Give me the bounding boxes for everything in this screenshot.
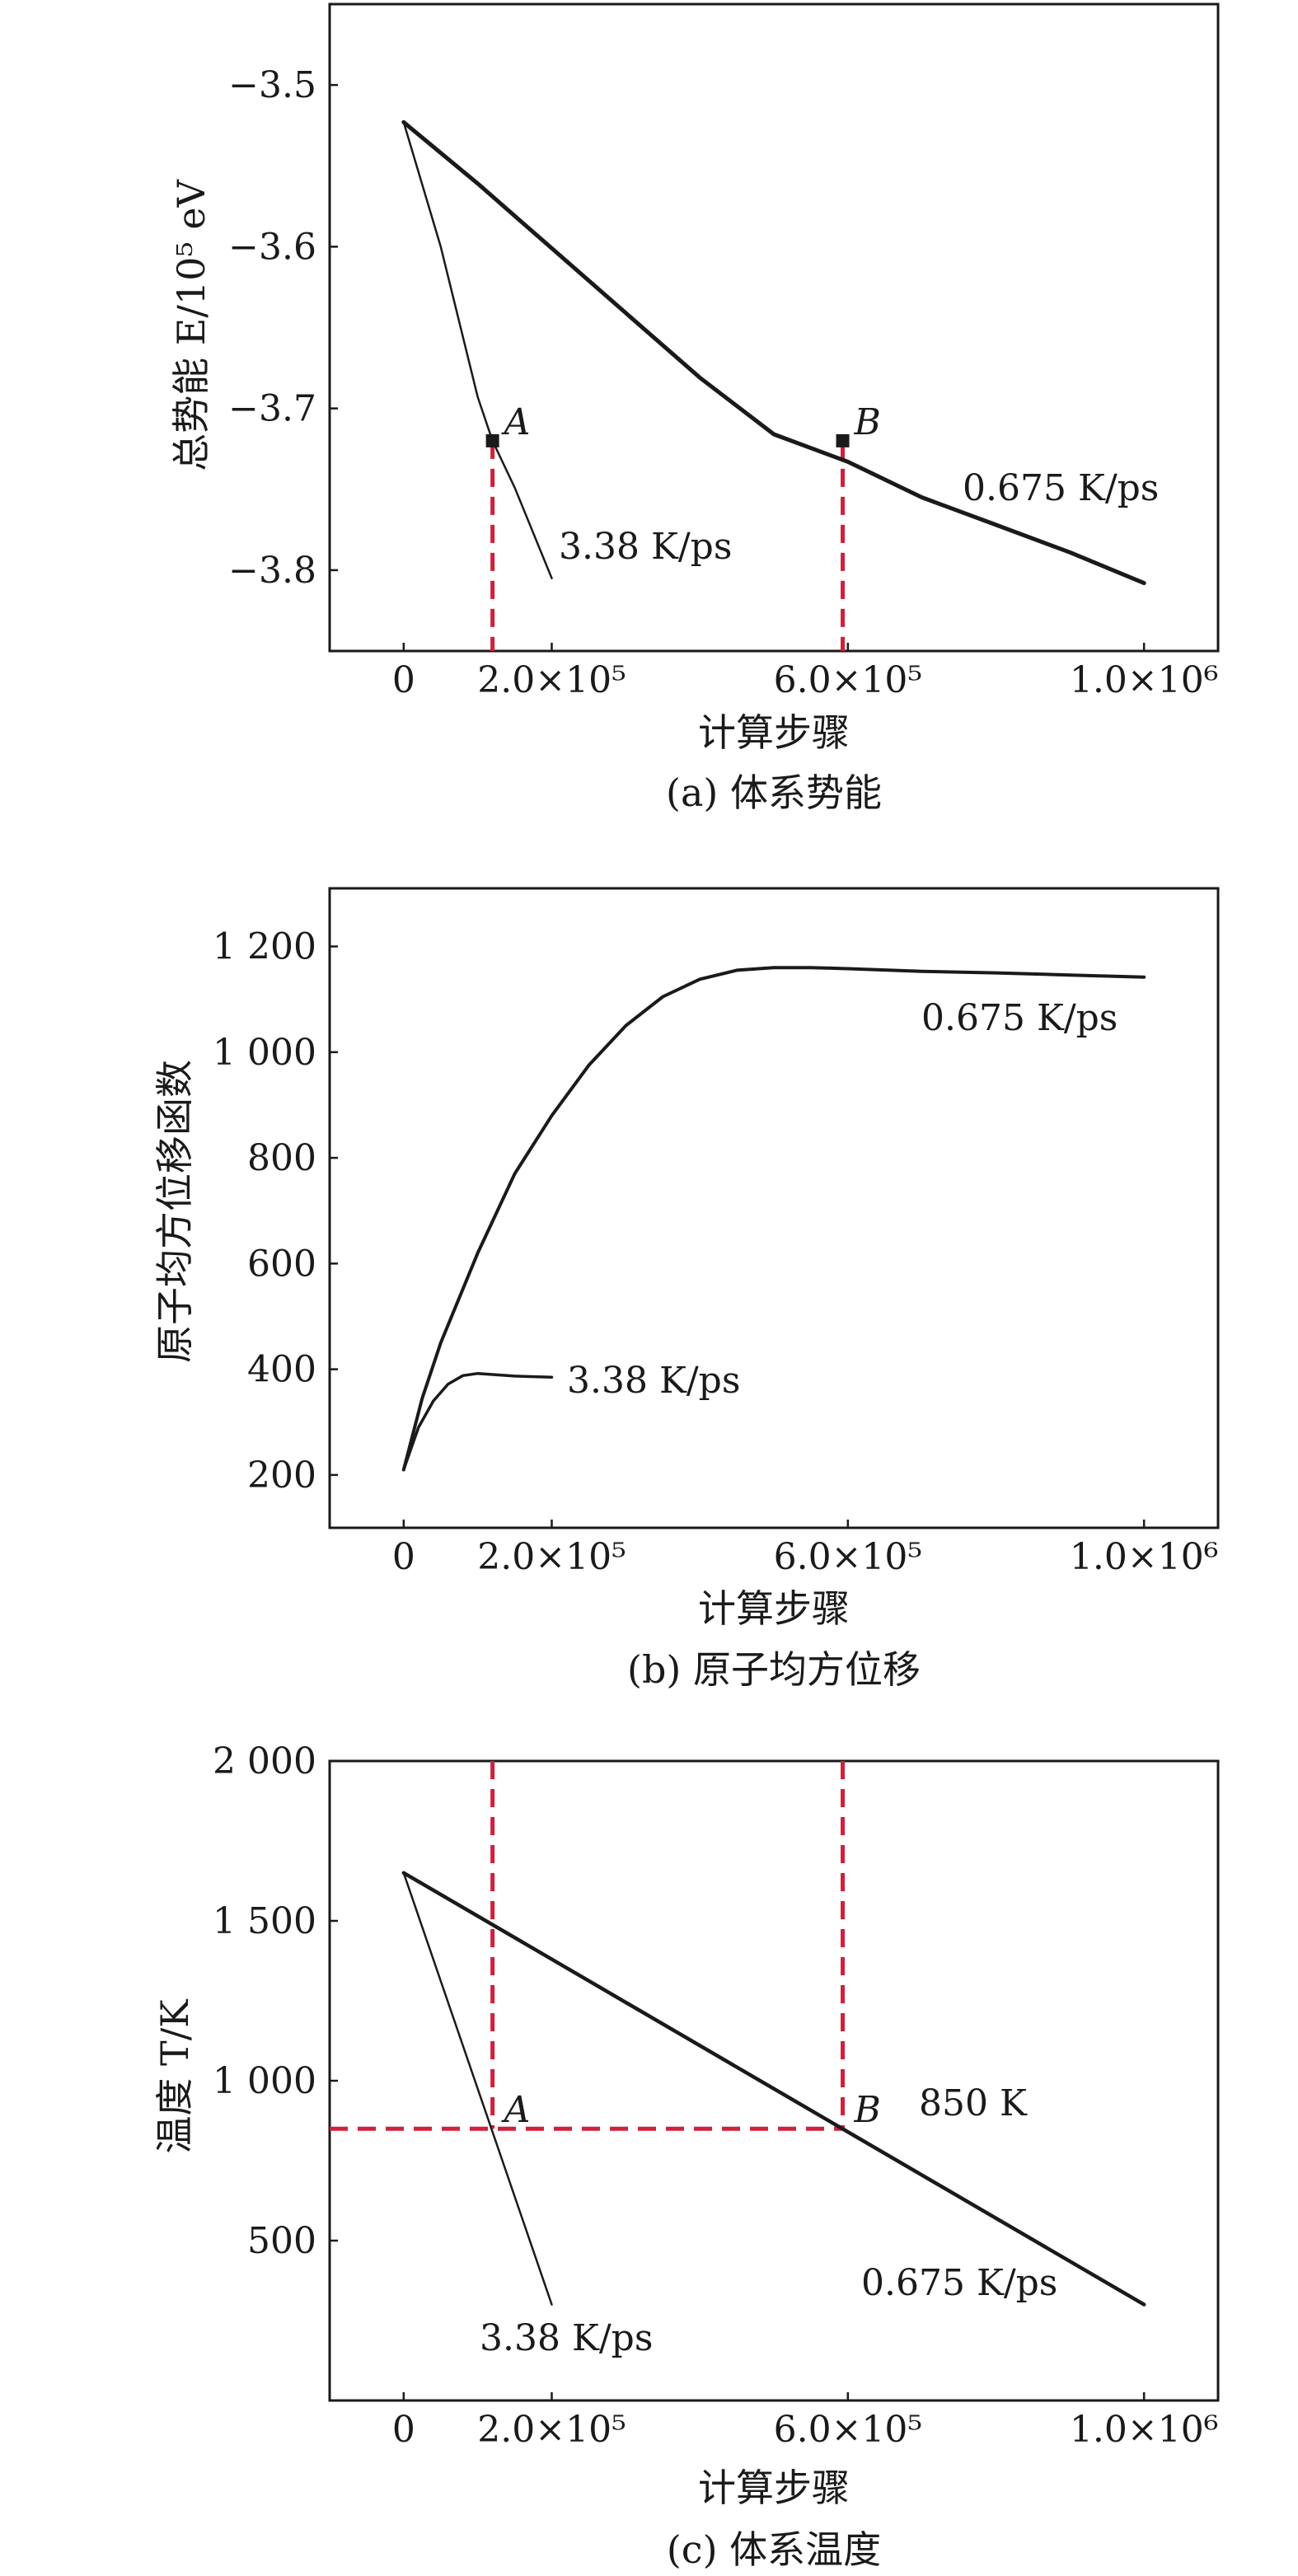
x-tick-label: 0 [392,1536,415,1578]
series-line-338 [402,121,553,579]
point-marker-b [836,433,850,447]
series-line-338 [402,1871,553,2306]
y-tick-label: −3.7 [228,388,316,430]
x-tick-label: 6.0×10⁵ [774,1536,922,1578]
y-tick-label: 2 000 [213,1740,316,1782]
panel-c-label-850k: 850 K [919,2082,1028,2124]
panel-b-label-338: 3.38 K/ps [567,1360,740,1402]
x-tick-label: 1.0×10⁶ [1070,659,1218,701]
panel-b-msd: 0 2.0×10⁵ 6.0×10⁵ 1.0×10⁶ 200 400 600 800 1 000… [152,887,1220,1692]
panel-a-y-axis-title: 总势能 E/10⁵ eV [169,179,213,471]
panel-b-label-0675: 0.675 K/ps [921,997,1118,1039]
y-tick-label: 1 500 [213,1900,316,1942]
panel-a-x-axis-title: 计算步骤 [698,710,850,755]
y-tick-label: 800 [247,1137,316,1179]
y-tick-label: 1 000 [213,2060,316,2102]
panel-a-potential-energy: A B 0 2.0×10⁵ 6.0×10⁵ 1.0×10⁶ −3.5 −3.6 −3.7 −3… [169,2,1220,815]
point-label-b: B [854,2089,881,2131]
x-tick-label: 6.0×10⁵ [774,659,922,701]
panel-b-caption: (b) 原子均方位移 [627,1647,921,1692]
panel-c-x-axis-title: 计算步骤 [698,2466,850,2510]
panel-a-frame [328,2,1220,653]
y-tick-label: 400 [247,1349,316,1391]
panel-b-x-axis-title: 计算步骤 [698,1586,850,1631]
panel-a-caption: (a) 体系势能 [666,770,882,815]
series-line-338 [402,1371,554,1472]
y-tick-label: 500 [247,2220,316,2262]
panel-b-y-axis-title: 原子均方位移函数 [152,1060,197,1363]
panel-c-label-0675: 0.675 K/ps [861,2262,1057,2304]
panel-c-temperature: A B 0 2.0×10⁵ 6.0×10⁵ 1.0×10⁶ 500 1 000 1 500 2… [152,1740,1220,2572]
x-tick-label: 2.0×10⁵ [477,659,626,701]
y-tick-label: −3.8 [228,550,316,592]
y-tick-label: 600 [247,1243,316,1285]
y-tick-label: 1 200 [213,926,316,968]
point-label-a: A [501,401,531,443]
panel-b-frame [328,887,1220,1529]
panel-c-caption: (c) 体系温度 [667,2527,881,2572]
panel-c-label-338: 3.38 K/ps [480,2317,653,2359]
x-tick-label: 2.0×10⁵ [477,1536,626,1578]
panel-c-frame [328,1759,1220,2402]
point-label-a: A [501,2089,531,2131]
panel-a-label-0675: 0.675 K/ps [963,467,1159,509]
series-line-0675 [401,1871,1146,2307]
y-tick-label: −3.6 [228,226,316,268]
x-tick-label: 0 [392,2409,415,2451]
panel-a-label-338: 3.38 K/ps [559,526,732,568]
x-tick-label: 0 [392,659,415,701]
x-tick-label: 2.0×10⁵ [477,2409,626,2451]
x-tick-label: 6.0×10⁵ [774,2409,922,2451]
x-tick-label: 1.0×10⁶ [1070,1536,1218,1578]
point-label-b: B [854,401,881,443]
y-tick-label: −3.5 [228,64,316,106]
series-line-0675 [401,119,1146,586]
y-tick-label: 200 [247,1454,316,1496]
y-tick-label: 1 000 [213,1032,316,1074]
panel-c-y-axis-title: 温度 T/K [152,1998,197,2154]
point-marker-a [485,433,499,447]
series-line-0675 [401,966,1146,1472]
x-tick-label: 1.0×10⁶ [1070,2409,1218,2451]
